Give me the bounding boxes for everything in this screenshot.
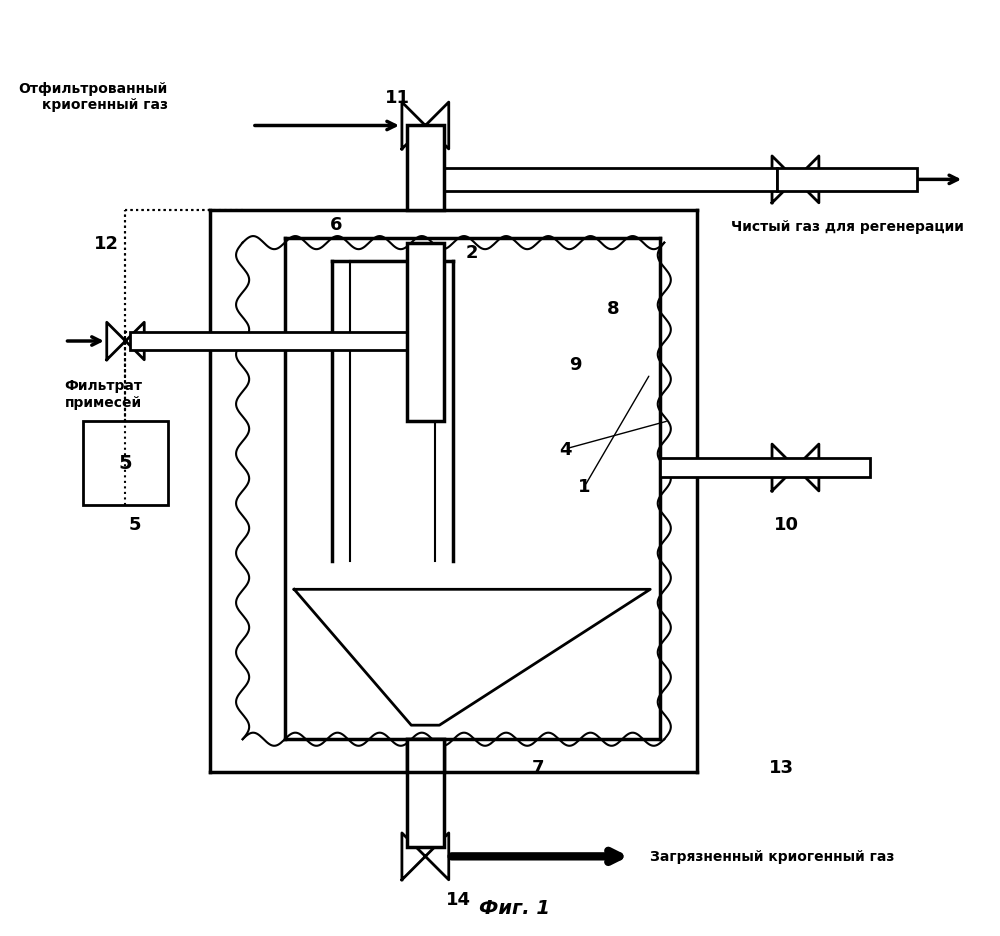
Text: 4: 4	[560, 440, 572, 459]
Polygon shape	[402, 833, 449, 880]
Text: Отфильтрованный
криогенный газ: Отфильтрованный криогенный газ	[18, 82, 168, 112]
Text: 10: 10	[774, 515, 799, 534]
FancyBboxPatch shape	[407, 739, 444, 772]
Text: 8: 8	[606, 300, 619, 318]
Text: 13: 13	[769, 758, 794, 777]
Text: 9: 9	[569, 356, 582, 374]
Text: 11: 11	[385, 89, 410, 108]
FancyBboxPatch shape	[83, 421, 168, 505]
Text: 12: 12	[94, 234, 119, 253]
FancyBboxPatch shape	[407, 739, 444, 847]
Text: Загрязненный криогенный газ: Загрязненный криогенный газ	[650, 850, 895, 863]
Text: 5: 5	[119, 454, 132, 473]
FancyBboxPatch shape	[444, 168, 777, 192]
Text: 5: 5	[129, 515, 141, 534]
Text: 3: 3	[428, 739, 441, 758]
Text: 1: 1	[578, 477, 591, 496]
Text: 7: 7	[532, 758, 544, 777]
Text: Фильтрат
примесей: Фильтрат примесей	[65, 379, 143, 409]
Text: 6: 6	[330, 215, 343, 234]
Polygon shape	[402, 833, 449, 880]
Text: 2: 2	[466, 243, 478, 262]
FancyBboxPatch shape	[130, 332, 407, 351]
Text: 14: 14	[446, 889, 471, 908]
Text: Фиг. 1: Фиг. 1	[479, 899, 550, 917]
FancyBboxPatch shape	[407, 126, 444, 211]
FancyBboxPatch shape	[407, 243, 444, 421]
FancyBboxPatch shape	[777, 168, 917, 192]
FancyBboxPatch shape	[660, 459, 870, 477]
Text: Чистый газ для регенерации: Чистый газ для регенерации	[731, 220, 964, 234]
